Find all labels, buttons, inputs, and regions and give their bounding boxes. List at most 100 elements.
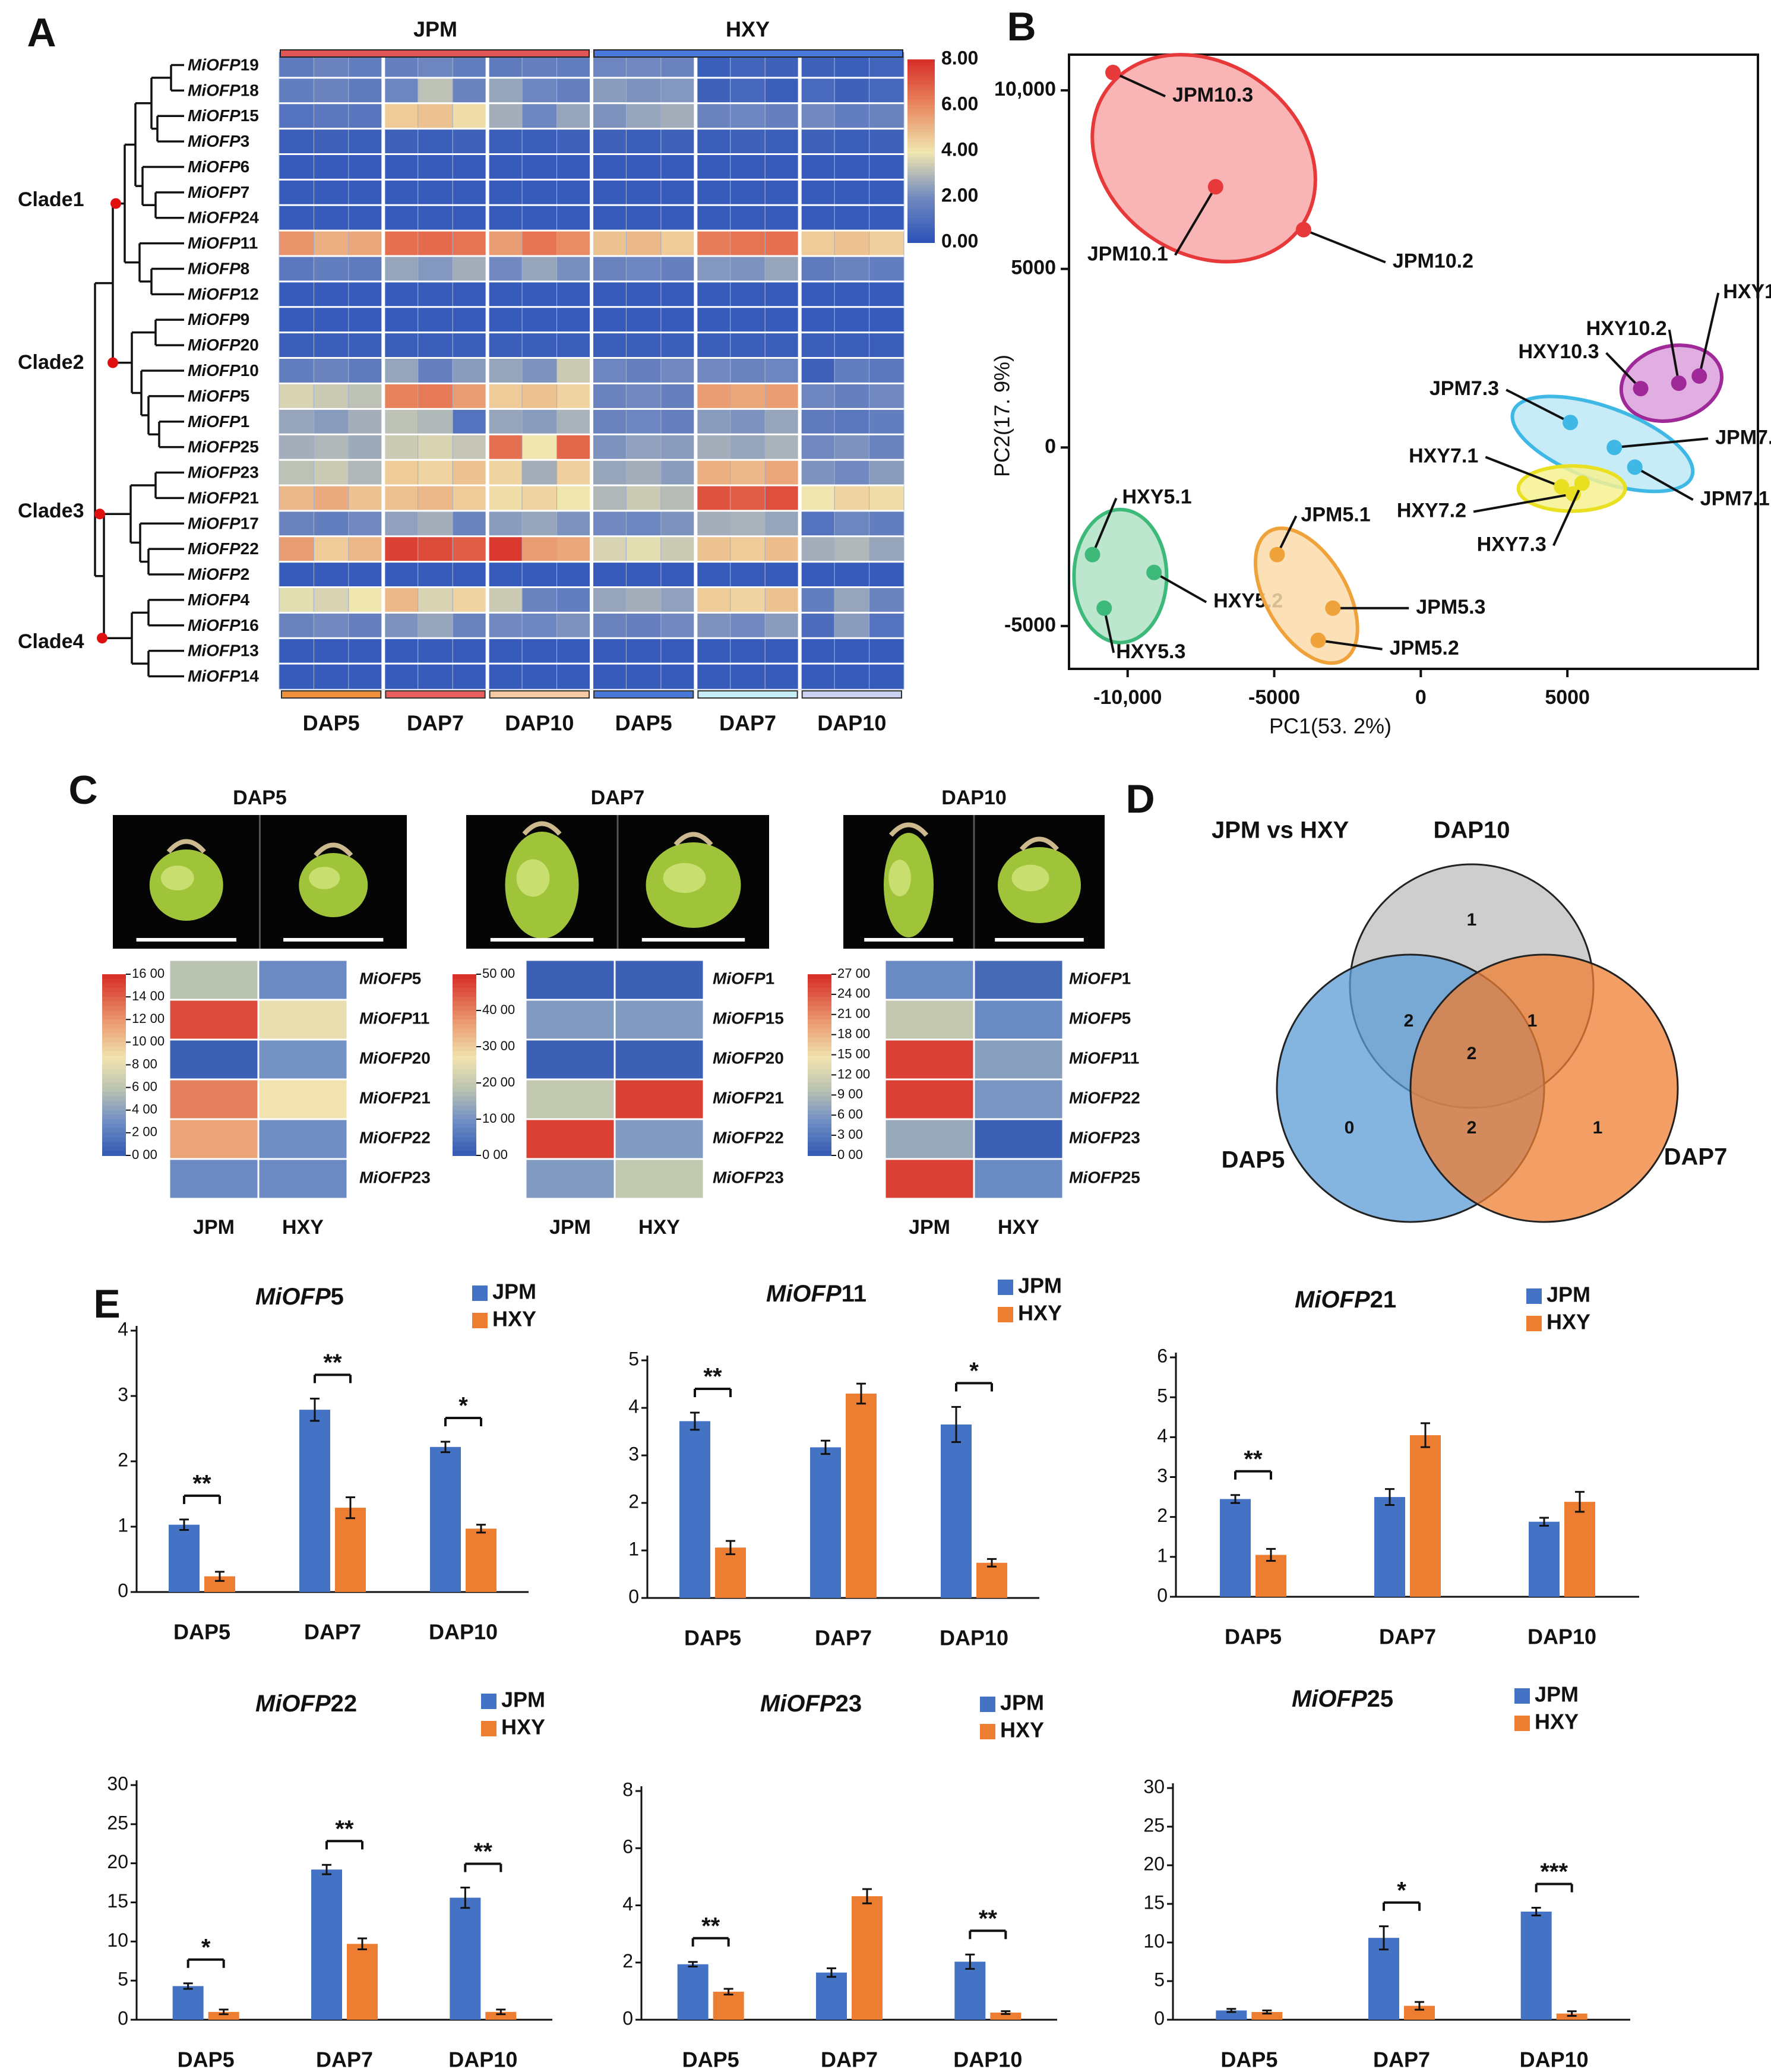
heat-cell [869,459,905,486]
c-scale-label: 0 00 [132,1147,157,1162]
heat-cell [625,77,662,104]
c-scale-segment [102,1092,126,1097]
heat-cell [418,103,453,130]
heat-cell [418,307,453,333]
heat-cell [660,485,696,511]
heat-cell [834,510,870,537]
heat-cell [764,179,801,206]
venn-title: JPM vs HXY [1212,817,1349,844]
c-scale-segment [808,983,831,988]
heat-cell [418,485,453,511]
heat-cell [799,128,835,155]
heat-cell [730,281,766,308]
scale-segment [907,203,935,207]
pca-point [1295,222,1311,238]
c-scale-label: 40 00 [482,1002,515,1017]
gene-label: MiOFP3 [188,132,249,150]
heat-cell [799,434,835,460]
heat-cell [313,154,349,180]
c-scale-segment [808,1010,831,1016]
heat-cell [660,255,696,282]
c-scale-segment [808,1037,831,1043]
heat-cell [695,281,731,308]
y-axis-label: PC2(17. 9%) [990,355,1014,477]
panel-label-A: A [27,10,56,55]
heat-cell [279,281,314,308]
heat-cell [764,586,801,613]
c-scale-segment [453,1110,476,1116]
c-heat-cell [884,1118,975,1160]
gene-label: MiOFP7 [188,183,249,201]
c-scale-segment [102,1037,126,1043]
heat-cell [521,561,558,588]
heat-cell [730,128,766,155]
heat-cell [695,103,731,130]
c-scale-segment [453,983,476,988]
c-heat-cell [884,1158,975,1200]
heat-cell [591,307,627,333]
y-tick-label: 1 [118,1514,128,1536]
c-scale-segment [453,1010,476,1016]
heat-cell [660,586,696,613]
heat-cell [418,332,453,359]
heat-cell [279,663,314,690]
heat-cell [348,307,384,333]
legend-swatch [1514,1688,1530,1704]
c-heat-cell [168,1158,260,1200]
legend-label: JPM [501,1688,545,1712]
heat-cell [348,204,384,231]
heat-cell [452,637,488,664]
heat-cell [452,434,488,460]
heat-cell [799,586,835,613]
heat-cell [382,434,419,460]
y-tick-label: 0 [622,2007,633,2029]
heat-cell [348,663,384,690]
heat-cell [279,434,314,460]
category-label: DAP5 [682,2048,739,2072]
heat-cell [869,332,905,359]
heat-cell [556,77,592,104]
heat-cell [591,358,627,384]
heat-cell [418,179,453,206]
heat-cell [452,383,488,409]
x-tick-label: -10,000 [1093,686,1162,709]
heat-cell [279,510,314,537]
heat-cell [730,307,766,333]
c-scale-segment [453,1033,476,1038]
c-scale-segment [453,1119,476,1125]
heat-cell [869,434,905,460]
heat-cell [869,408,905,435]
heat-cell [695,179,731,206]
heat-cell [521,586,558,613]
scale-segment [907,87,935,91]
significance-stars: ** [474,1839,493,1865]
y-tick-label: 5 [1157,1385,1168,1407]
heat-cell [625,179,662,206]
legend-swatch [1514,1716,1530,1731]
heat-cell [730,459,766,486]
heat-cell [764,612,801,639]
column-group-bar [385,690,486,699]
heat-cell [487,230,523,257]
heat-cell [799,536,835,563]
clade-node-dot [110,198,121,209]
heat-cell [834,255,870,282]
c-scale-segment [808,1132,831,1138]
heat-cell [313,204,349,231]
c-scale-segment [453,1073,476,1079]
bar [1404,2005,1435,2020]
heat-cell [695,77,731,104]
x-tick-label: 5000 [1545,686,1590,709]
heat-cell [521,103,558,130]
heat-cell [869,179,905,206]
heat-cell [279,408,314,435]
heat-cell [625,485,662,511]
heat-cell [382,358,419,384]
panel-label-D: D [1125,776,1155,822]
category-label: DAP10 [940,1626,1008,1650]
heat-cell [279,204,314,231]
y-tick-label: 20 [107,1851,128,1872]
scale-segment [907,126,935,131]
heat-cell [313,536,349,563]
heat-cell [730,103,766,130]
